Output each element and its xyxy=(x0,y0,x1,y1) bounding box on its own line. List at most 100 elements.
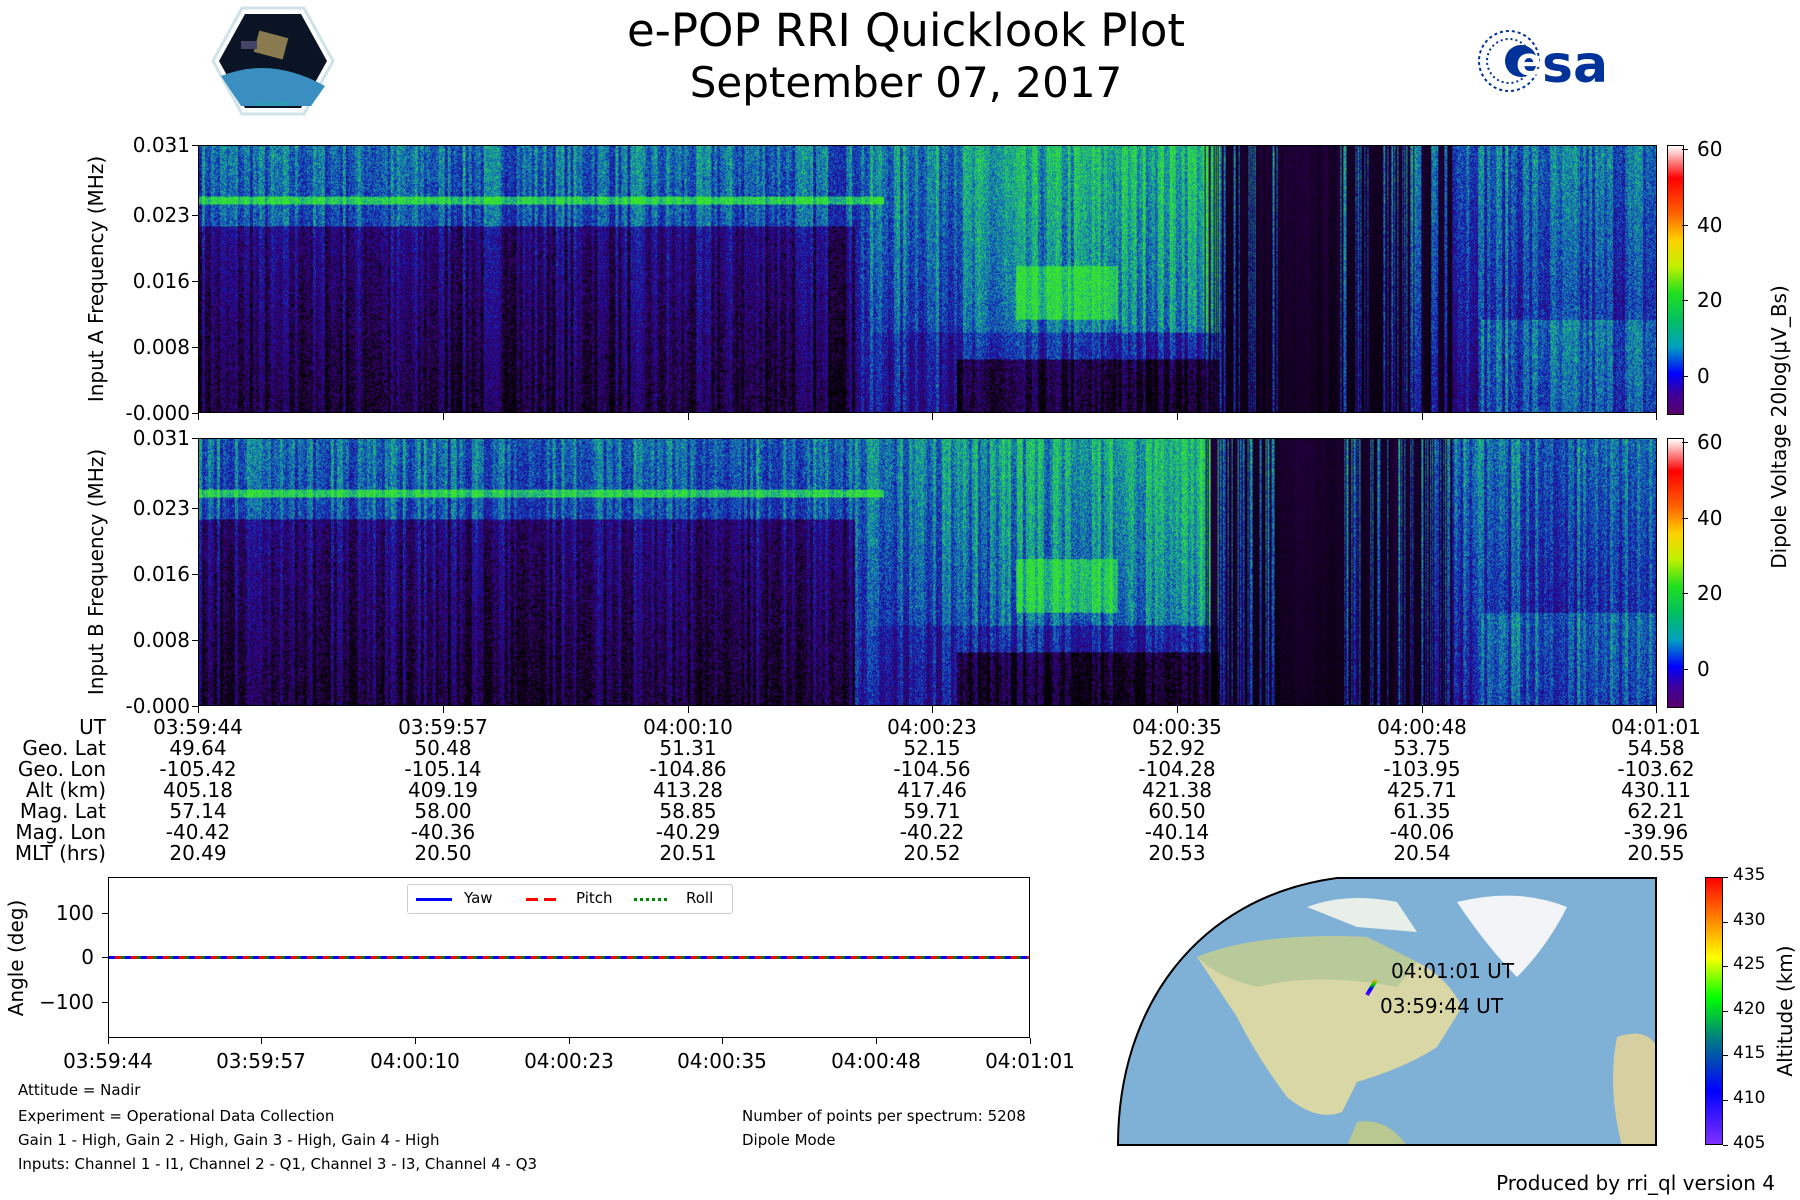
y-tick-mark xyxy=(192,508,198,509)
y-tick-mark xyxy=(192,640,198,641)
altitude-tick: 425 xyxy=(1733,954,1766,975)
x-tick-mark xyxy=(688,413,689,420)
ephemeris-cell: 20.50 xyxy=(414,841,472,865)
attitude-y-tick-mark xyxy=(102,913,108,914)
ephemeris-cell: 51.31 xyxy=(659,736,717,760)
x-tick-mark xyxy=(1656,706,1657,713)
y-tick-label: 0.008 xyxy=(132,335,190,359)
roll-legend-line xyxy=(634,898,670,901)
ephemeris-cell: 04:00:10 xyxy=(643,715,733,739)
ephemeris-row-label: Mag. Lon xyxy=(15,820,106,844)
ephemeris-row-label: Alt (km) xyxy=(25,778,106,802)
spectrogram-input-a xyxy=(198,145,1657,413)
attitude-lines xyxy=(109,956,1029,959)
ephemeris-cell: 405.18 xyxy=(163,778,233,802)
ephemeris-cell: 04:00:35 xyxy=(1132,715,1222,739)
ephemeris-cell: 20.51 xyxy=(659,841,717,865)
ephemeris-cell: 425.71 xyxy=(1387,778,1457,802)
colorbar-tick-mark xyxy=(1682,517,1688,519)
attitude-x-tick-mark xyxy=(876,1038,877,1044)
ephemeris-cell: 03:59:44 xyxy=(153,715,243,739)
svg-text:sa: sa xyxy=(1542,35,1608,94)
colorbar-tick-mark xyxy=(1682,442,1688,443)
ephemeris-cell: 53.75 xyxy=(1393,736,1451,760)
x-tick-mark xyxy=(1177,413,1178,420)
ephemeris-cell: 52.92 xyxy=(1148,736,1206,760)
ephemeris-cell: 417.46 xyxy=(897,778,967,802)
attitude-y-tick: 0 xyxy=(81,945,94,969)
y-tick-label: 0.008 xyxy=(132,628,190,652)
y-tick-mark xyxy=(192,438,198,439)
ephemeris-cell: -40.14 xyxy=(1144,820,1210,844)
y-tick-mark xyxy=(192,413,198,414)
y-tick-mark xyxy=(192,145,198,146)
track-start-label: 03:59:44 UT xyxy=(1380,994,1504,1018)
ephemeris-cell: 20.55 xyxy=(1627,841,1685,865)
ephemeris-cell: 421.38 xyxy=(1142,778,1212,802)
attitude-x-tick-mark xyxy=(722,1038,723,1044)
y-tick-label: 0.016 xyxy=(132,562,190,586)
colorbar-tick-label: 60 xyxy=(1697,137,1723,161)
colorbar-tick-mark xyxy=(1682,593,1688,594)
ephemeris-cell: -104.56 xyxy=(893,757,971,781)
colorbar-tick-label: 40 xyxy=(1697,212,1723,237)
svg-text:e: e xyxy=(1516,40,1542,84)
orbit-map: 04:01:01 UT 03:59:44 UT xyxy=(1116,877,1657,1146)
colorbar-tick-mark xyxy=(1682,375,1688,377)
ephemeris-cell: 20.54 xyxy=(1393,841,1451,865)
colorbar-tick-mark xyxy=(1682,149,1688,150)
footer-credit: Produced by rri_ql version 4 xyxy=(1496,1171,1775,1195)
altitude-tick-mark xyxy=(1723,1100,1728,1101)
info-experiment: Experiment = Operational Data Collection xyxy=(18,1107,335,1125)
ephemeris-cell: 52.15 xyxy=(903,736,961,760)
ephemeris-cell: -103.62 xyxy=(1617,757,1695,781)
y-tick-label: 0.016 xyxy=(132,269,190,293)
ephemeris-cell: -39.96 xyxy=(1623,820,1689,844)
info-points: Number of points per spectrum: 5208 xyxy=(742,1107,1026,1125)
ephemeris-cell: 62.21 xyxy=(1627,799,1685,823)
altitude-tick-mark xyxy=(1723,877,1728,878)
ephemeris-cell: 20.53 xyxy=(1148,841,1206,865)
cassiope-logo: CASSIOPE xyxy=(211,6,335,116)
ephemeris-cell: 57.14 xyxy=(169,799,227,823)
x-tick-mark xyxy=(1422,413,1423,420)
attitude-x-tick: 03:59:44 xyxy=(63,1049,153,1073)
x-tick-mark xyxy=(443,413,444,420)
ephemeris-cell: -40.36 xyxy=(410,820,476,844)
colorbar-label: Dipole Voltage 20log(μV_Bs) xyxy=(1767,285,1791,569)
y-tick-mark xyxy=(192,347,198,348)
attitude-x-tick: 04:01:01 xyxy=(985,1049,1075,1073)
ephemeris-cell: 413.28 xyxy=(653,778,723,802)
x-tick-mark xyxy=(1177,706,1178,713)
y-tick-mark xyxy=(192,215,198,216)
x-tick-mark xyxy=(198,413,199,420)
ephemeris-cell: 58.00 xyxy=(414,799,472,823)
altitude-tick: 420 xyxy=(1733,998,1766,1019)
altitude-tick: 435 xyxy=(1733,865,1766,885)
ephemeris-cell: -105.42 xyxy=(159,757,237,781)
ephemeris-cell: 20.52 xyxy=(903,841,961,865)
ephemeris-cell: -104.86 xyxy=(649,757,727,781)
ephemeris-cell: 03:59:57 xyxy=(398,715,488,739)
colorbar-tick-label: 60 xyxy=(1697,430,1723,454)
altitude-tick: 410 xyxy=(1733,1088,1766,1108)
attitude-y-tick: 100 xyxy=(55,901,94,925)
ephemeris-row-label: Geo. Lat xyxy=(22,736,106,760)
attitude-x-tick-mark xyxy=(1030,1038,1031,1044)
colorbar-tick-label: 40 xyxy=(1697,505,1723,530)
legend-pitch: Pitch xyxy=(576,889,613,907)
y-tick-label: -0.000 xyxy=(125,694,190,718)
info-attitude: Attitude = Nadir xyxy=(18,1081,141,1099)
x-tick-mark xyxy=(932,706,933,713)
plot-date: September 07, 2017 xyxy=(689,58,1123,107)
y-tick-mark xyxy=(192,281,198,282)
ephemeris-cell: 04:01:01 xyxy=(1611,715,1701,739)
y-tick-label: -0.000 xyxy=(125,401,190,425)
ephemeris-row-label: MLT (hrs) xyxy=(14,841,106,865)
esa-logo: e sa xyxy=(1476,28,1688,95)
ephemeris-row-label: Mag. Lat xyxy=(19,799,106,823)
colorbar-tick-mark xyxy=(1682,300,1688,301)
ephemeris-cell: -105.14 xyxy=(404,757,482,781)
attitude-plot: Yaw Pitch Roll xyxy=(108,877,1030,1038)
attitude-x-tick-mark xyxy=(415,1038,416,1044)
